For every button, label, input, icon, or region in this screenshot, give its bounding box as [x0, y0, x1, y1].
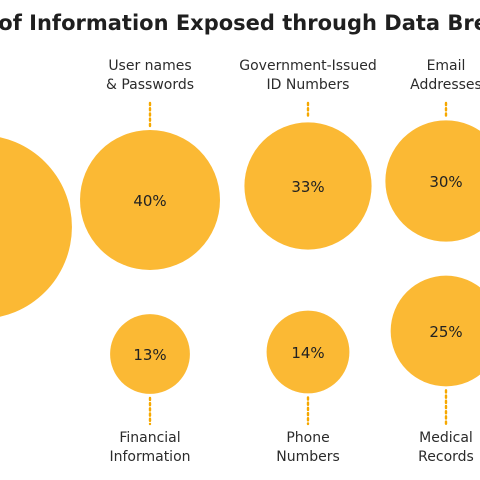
category-labels: User names & Passwords Government-Issued ID… — [106, 58, 480, 465]
category-label-medical-records: Medical Records — [418, 430, 474, 465]
bubble-names — [0, 137, 72, 317]
value-label-phone-numbers: 14% — [291, 344, 324, 362]
category-label-phone-numbers: Phone Numbers — [276, 430, 340, 465]
connectors — [148, 101, 448, 426]
category-label-user-names-passwords: User names & Passwords — [106, 58, 194, 93]
category-label-government-issued-id-numbers: Government-Issued ID Numbers — [239, 58, 376, 93]
category-label-email-addresses: Email Addresses — [410, 58, 480, 93]
value-label-financial-information: 13% — [133, 346, 166, 364]
bubble-financial-information — [110, 314, 190, 394]
value-labels: 40% 33% 30% 13% 14% 25% — [133, 173, 462, 364]
bubble-email-addresses — [385, 120, 480, 242]
chart-title: Types of Information Exposed through Dat… — [0, 11, 480, 35]
value-label-user-names-passwords: 40% — [133, 192, 166, 210]
bubble-user-names-passwords — [80, 130, 220, 270]
value-label-medical-records: 25% — [429, 323, 462, 341]
bubble-phone-numbers — [266, 310, 350, 394]
bubble-medical-records — [390, 275, 480, 387]
bubbles — [0, 120, 480, 394]
value-label-email-addresses: 30% — [429, 173, 462, 191]
bubble-government-issued-id-numbers — [244, 122, 372, 250]
category-label-financial-information: Financial Information — [109, 430, 190, 465]
value-label-government-issued-id-numbers: 33% — [291, 178, 324, 196]
